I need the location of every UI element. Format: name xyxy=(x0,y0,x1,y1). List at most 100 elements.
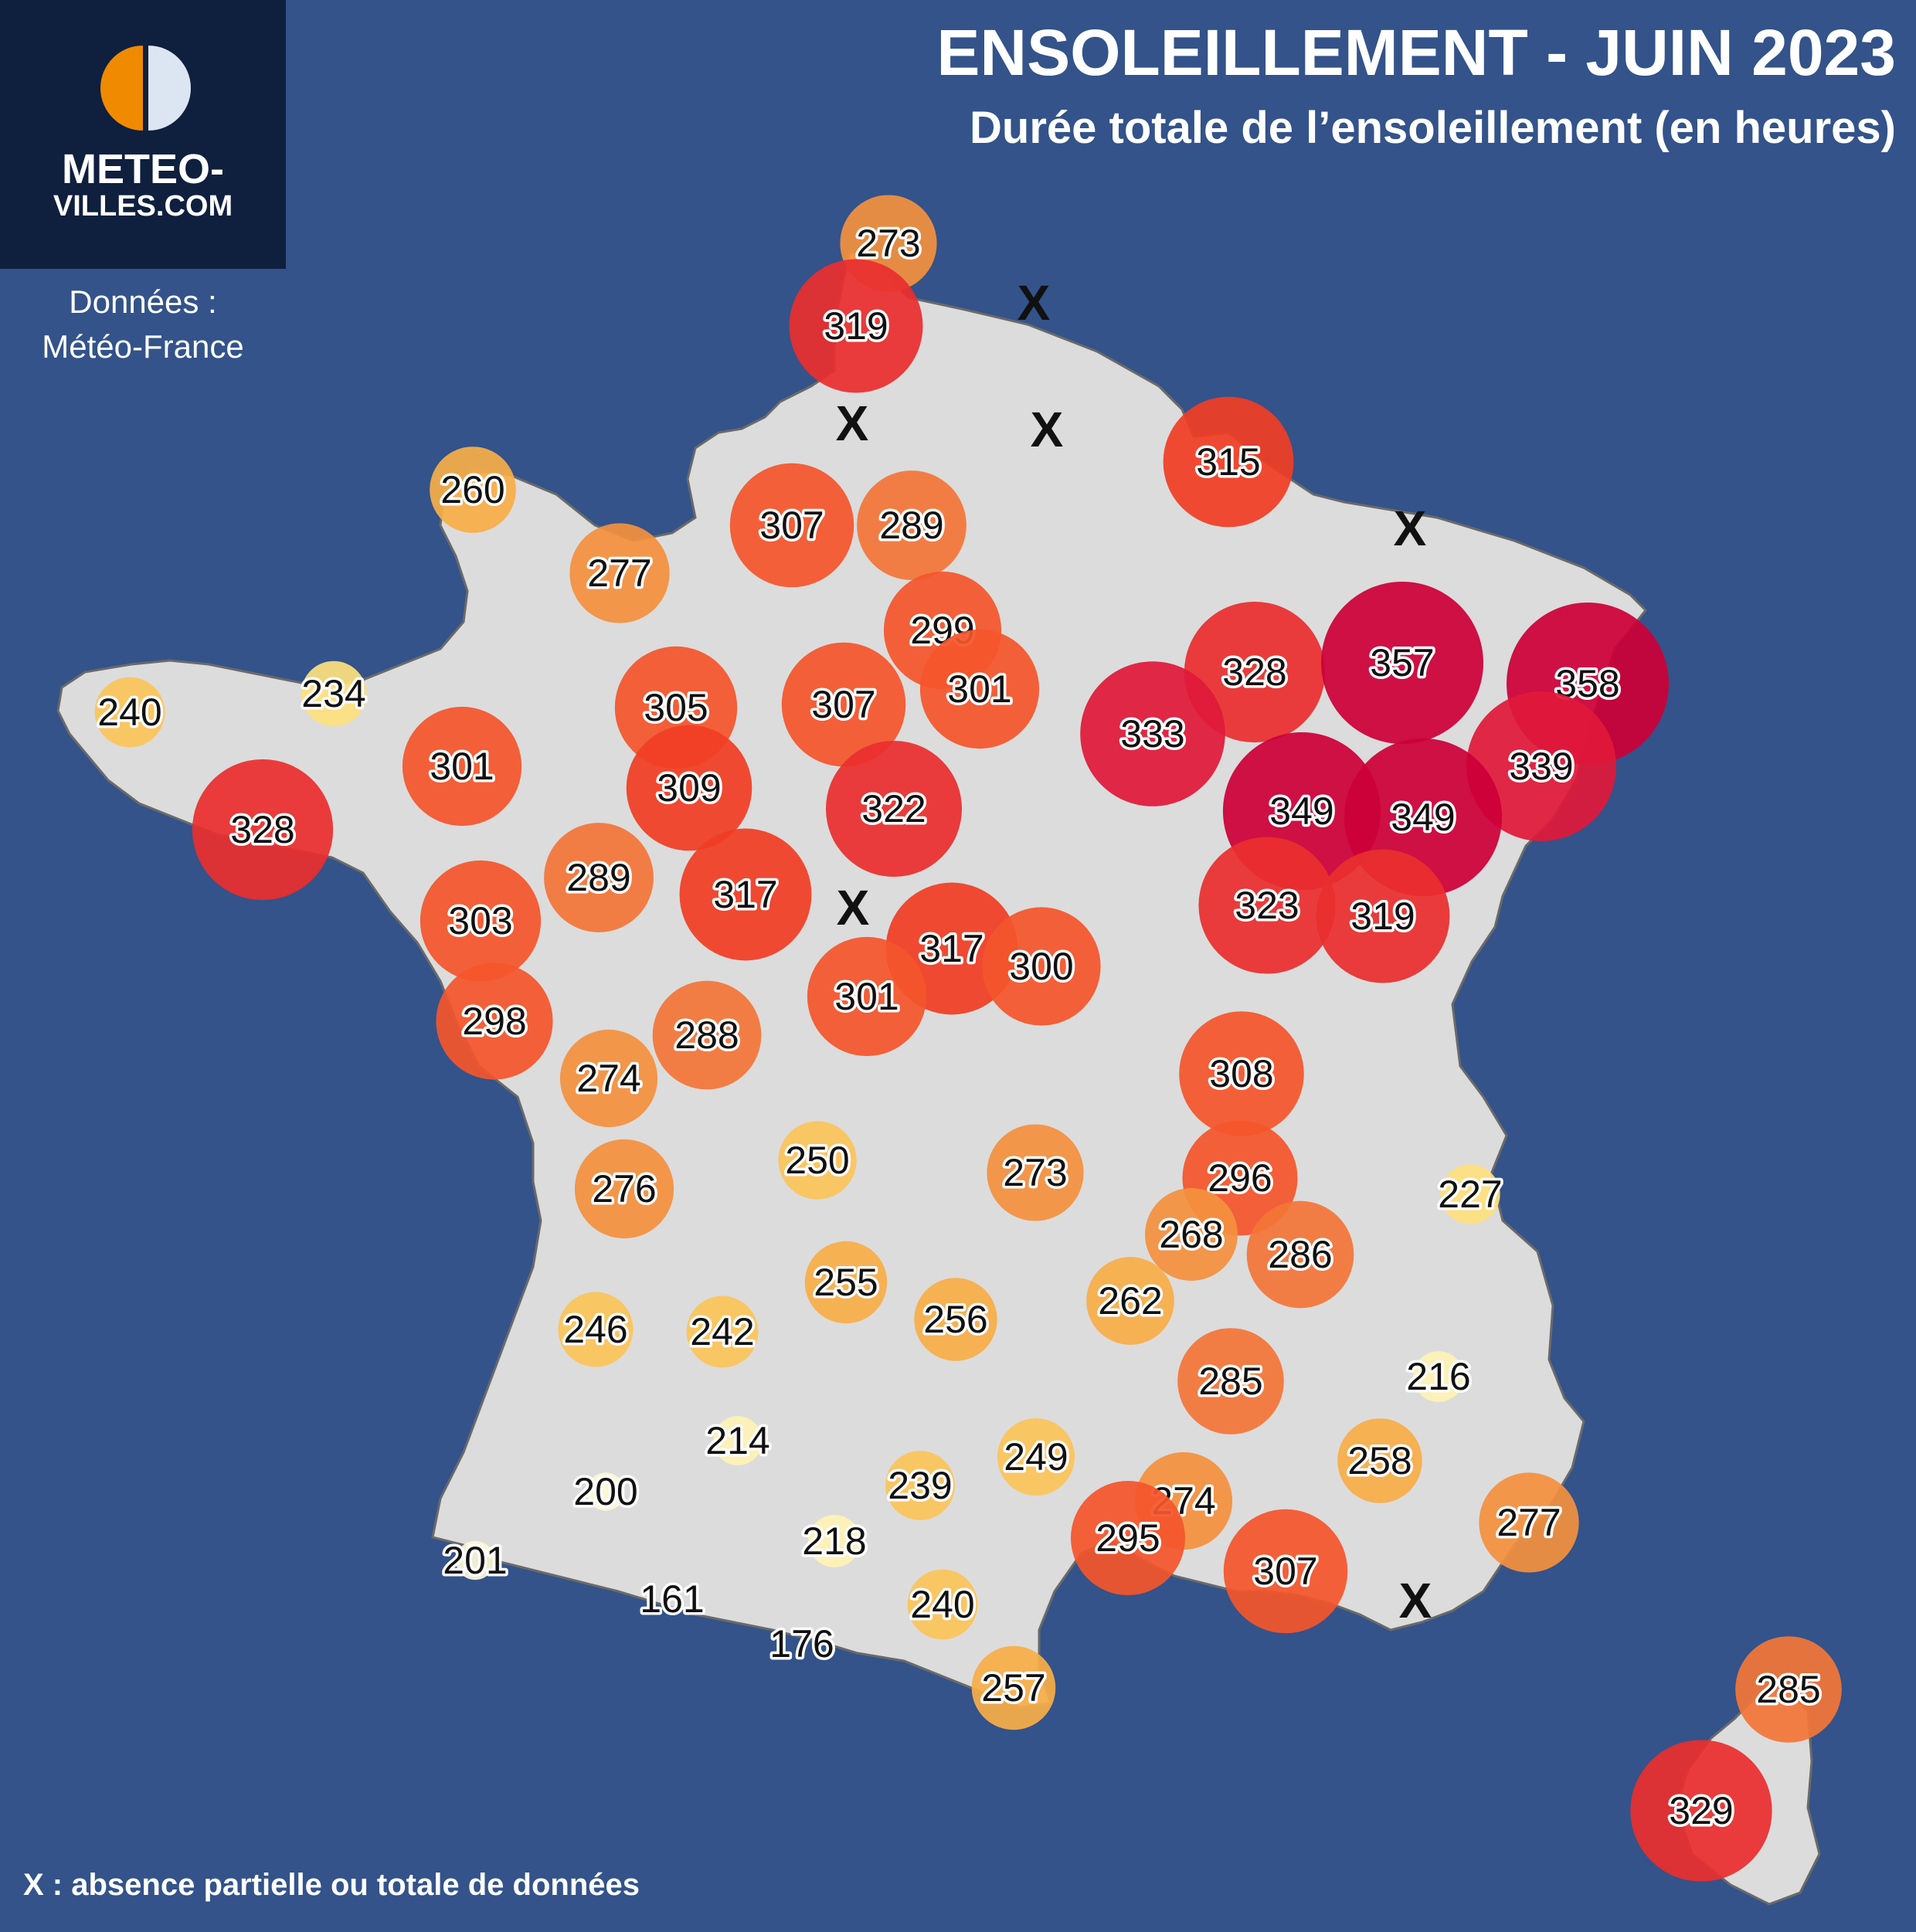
station-marker: 218 xyxy=(800,1515,869,1567)
station-value-label: 288 xyxy=(674,1014,739,1057)
station-marker: 307 xyxy=(1223,1509,1348,1634)
station-value-label: 200 xyxy=(573,1470,637,1513)
station-bubble xyxy=(301,660,367,727)
station-value-label: 262 xyxy=(1098,1279,1162,1323)
station-marker: 300 xyxy=(982,907,1101,1026)
station-value-label: 328 xyxy=(230,808,294,851)
station-bubble xyxy=(1466,691,1616,841)
station-value-label: 305 xyxy=(644,686,708,729)
station-value-label: 234 xyxy=(301,672,365,715)
station-bubble xyxy=(885,1451,955,1520)
station-marker: 276 xyxy=(574,1139,674,1239)
station-value-label: 319 xyxy=(1350,895,1415,938)
station-marker: 262 xyxy=(1086,1257,1174,1345)
station-marker: 301 xyxy=(807,936,927,1057)
station-marker: 250 xyxy=(778,1121,857,1200)
missing-data-marker: X xyxy=(836,396,869,451)
station-bubble xyxy=(455,1540,495,1581)
station-marker: 288 xyxy=(652,980,762,1090)
logo: METEO- VILLES.COM xyxy=(0,0,286,269)
station-value-label: 300 xyxy=(1009,945,1073,988)
station-value-label: 285 xyxy=(1198,1360,1262,1403)
station-bubble xyxy=(971,1645,1056,1730)
station-value-label: 309 xyxy=(657,766,721,810)
missing-data-marker: X xyxy=(837,880,870,935)
station-value-label: 258 xyxy=(1347,1439,1412,1482)
station-bubble xyxy=(1735,1636,1842,1743)
station-bubble xyxy=(713,1416,763,1465)
station-marker: 328 xyxy=(192,759,334,901)
station-value-label: 268 xyxy=(1159,1213,1223,1256)
station-marker: 277 xyxy=(569,523,670,623)
station-marker: 301 xyxy=(402,706,522,827)
missing-data-layer: X X X X X X xyxy=(836,275,1432,1628)
station-marker: 329 xyxy=(1630,1740,1772,1882)
station-bubble xyxy=(808,1515,861,1567)
station-marker: 309 xyxy=(626,725,752,851)
missing-data-marker: X xyxy=(1394,501,1427,556)
station-bubble xyxy=(857,470,966,580)
station-bubble xyxy=(1337,1418,1422,1503)
station-bubble xyxy=(559,1029,658,1128)
station-marker: 239 xyxy=(885,1451,955,1520)
station-value-label: 216 xyxy=(1406,1355,1470,1398)
station-marker: 274 xyxy=(559,1029,658,1128)
station-value-label: 289 xyxy=(566,856,630,899)
station-value-label: 307 xyxy=(1253,1550,1317,1593)
station-value-label: 333 xyxy=(1120,712,1184,755)
station-bubble xyxy=(574,1139,674,1239)
station-bubble xyxy=(430,446,516,533)
station-marker: 201 xyxy=(440,1536,510,1585)
station-value-label: 322 xyxy=(861,787,926,830)
station-value-label: 307 xyxy=(811,683,875,726)
data-source: Données : Météo-France xyxy=(0,280,286,369)
station-bubble xyxy=(686,1295,759,1368)
station-marker: 289 xyxy=(544,823,654,932)
station-value-label: 298 xyxy=(462,1000,526,1043)
map-title: ENSOLEILLEMENT - JUIN 2023 xyxy=(936,16,1896,89)
logo-line-2: VILLES.COM xyxy=(53,190,233,222)
station-marker: 303 xyxy=(420,860,542,982)
station-marker: 323 xyxy=(1198,837,1336,974)
station-value-label: 274 xyxy=(576,1057,640,1100)
station-bubble xyxy=(982,907,1101,1026)
station-bubble xyxy=(1440,1164,1500,1224)
station-value-label: 201 xyxy=(443,1539,507,1582)
station-value-label: 286 xyxy=(1268,1233,1332,1276)
station-marker: 227 xyxy=(1435,1164,1505,1224)
station-bubble xyxy=(729,463,854,588)
station-bubble xyxy=(1145,1188,1238,1281)
station-value-label: 317 xyxy=(713,873,777,916)
station-marker: 307 xyxy=(781,642,906,767)
station-bubble xyxy=(1246,1200,1354,1309)
station-bubble xyxy=(807,936,927,1057)
station-marker: 268 xyxy=(1145,1188,1238,1281)
station-value-label: 249 xyxy=(1004,1435,1068,1479)
station-bubble xyxy=(1413,1351,1464,1402)
station-marker: 285 xyxy=(1177,1328,1284,1435)
station-bubble xyxy=(558,1292,634,1367)
station-marker: 295 xyxy=(1071,1481,1185,1595)
station-marker: 258 xyxy=(1337,1418,1422,1503)
station-marker: 216 xyxy=(1404,1351,1473,1402)
station-marker: 319 xyxy=(1316,849,1450,983)
station-value-label: 176 xyxy=(769,1622,834,1665)
station-bubble xyxy=(436,963,553,1080)
station-marker: 319 xyxy=(789,259,923,393)
station-value-label: 246 xyxy=(563,1308,627,1351)
station-marker: 242 xyxy=(686,1295,759,1368)
station-marker: 240 xyxy=(94,677,165,748)
station-marker: 308 xyxy=(1179,1011,1304,1136)
station-value-label: 319 xyxy=(824,304,888,348)
station-bubble xyxy=(1177,1328,1284,1435)
station-value-label: 277 xyxy=(587,552,651,595)
station-bubble xyxy=(1316,849,1450,983)
station-bubble xyxy=(907,1569,978,1640)
station-value-label: 301 xyxy=(947,667,1011,711)
station-bubble xyxy=(1479,1472,1579,1573)
station-marker: 277 xyxy=(1479,1472,1579,1573)
station-marker: 260 xyxy=(430,446,516,533)
missing-data-marker: X xyxy=(1017,275,1051,331)
source-line-1: Données : xyxy=(69,284,217,320)
